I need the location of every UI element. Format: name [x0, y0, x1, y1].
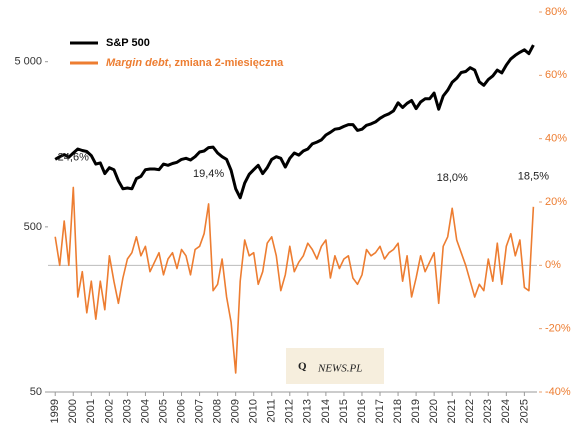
x-tick-label: 2019 [410, 399, 422, 423]
x-tick-label: 2005 [157, 399, 169, 423]
y2-tick-label: -40% [545, 386, 571, 398]
x-tick-label: 2024 [500, 399, 512, 423]
annotation: 18,5% [518, 171, 549, 183]
logo-box [286, 348, 384, 384]
x-tick-label: 2012 [284, 399, 296, 423]
legend-label: Margin debt, zmiana 2-miesięczna [106, 57, 284, 69]
y2-tick-label: 80% [545, 6, 567, 18]
x-tick-label: 2014 [320, 399, 332, 423]
x-tick-label: 2023 [482, 399, 494, 423]
x-tick-label: 2009 [230, 399, 242, 423]
x-tick-label: 2003 [121, 399, 133, 423]
x-tick-label: 2013 [302, 399, 314, 423]
x-tick-label: 2001 [85, 399, 97, 423]
x-tick-label: 2006 [175, 399, 187, 423]
x-tick-label: 2025 [518, 399, 530, 423]
y2-tick-label: 40% [545, 133, 567, 145]
annotation: 19,4% [193, 168, 224, 180]
x-tick-label: 2021 [446, 399, 458, 423]
x-tick-label: 2008 [212, 399, 224, 423]
annotation: 18,0% [437, 172, 468, 184]
logo-initial: Q [298, 361, 307, 373]
legend-label-rest: , zmiana 2-miesięczna [168, 57, 284, 69]
x-tick-label: 2020 [428, 399, 440, 423]
annotation: 24,6% [58, 151, 89, 163]
y2-tick-label: -20% [545, 323, 571, 335]
y-tick-label: 50 [30, 386, 42, 398]
x-tick-label: 1999 [49, 399, 61, 423]
logo-rest: NEWS.PL [317, 363, 362, 375]
x-tick-label: 2002 [103, 399, 115, 423]
x-tick-label: 2016 [356, 399, 368, 423]
x-tick-label: 2011 [266, 399, 278, 423]
series-line [54, 44, 535, 200]
x-tick-label: 2000 [67, 399, 79, 423]
x-tick-label: 2017 [374, 399, 386, 423]
y2-tick-label: 20% [545, 196, 567, 208]
y2-tick-label: 0% [545, 259, 561, 271]
x-tick-label: 2010 [248, 399, 260, 423]
legend-label-italic: Margin debt [106, 57, 170, 69]
y-tick-label: 500 [24, 221, 42, 233]
legend-label: S&P 500 [106, 37, 150, 49]
x-tick-label: 2015 [338, 399, 350, 423]
series-line [54, 186, 535, 374]
x-tick-label: 2004 [139, 399, 151, 423]
y2-tick-label: 60% [545, 69, 567, 81]
x-tick-label: 2018 [392, 399, 404, 423]
x-tick-label: 2007 [193, 399, 205, 423]
x-tick-label: 2022 [464, 399, 476, 423]
y-tick-label: 5 000 [14, 56, 42, 68]
